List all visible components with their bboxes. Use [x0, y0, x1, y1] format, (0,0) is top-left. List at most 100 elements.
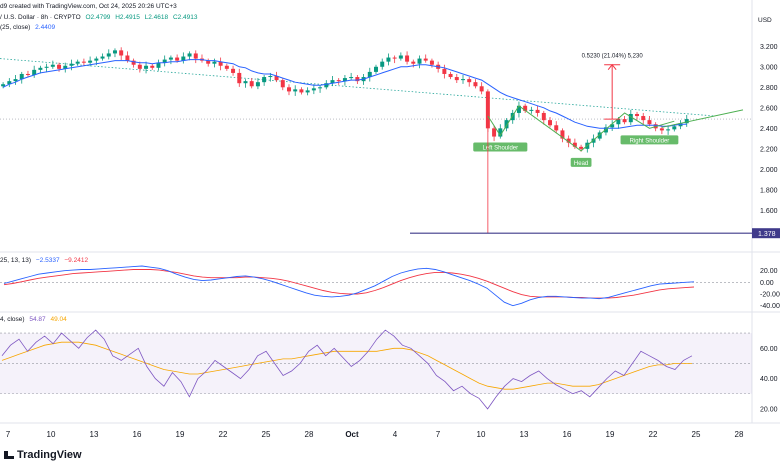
rsi-tick-label: 20.00 — [760, 406, 778, 413]
candle-body — [405, 55, 410, 62]
candle-body — [349, 77, 354, 79]
candle-body — [548, 120, 553, 126]
candle-body — [355, 77, 360, 82]
candle-body — [324, 83, 329, 88]
candle-body — [112, 50, 117, 54]
price-tick-label: 1.800 — [760, 187, 778, 194]
x-tick-label: 28 — [305, 430, 314, 439]
rsi-line — [1, 329, 693, 410]
candle-body — [106, 53, 111, 57]
candle-body — [150, 65, 155, 68]
price-tick-label: 3.200 — [760, 44, 778, 51]
candle-body — [181, 56, 186, 61]
candle-body — [641, 116, 646, 121]
candle-body — [318, 87, 323, 89]
candle-body — [175, 57, 180, 61]
price-tick-label: 1.600 — [760, 208, 778, 215]
candle-body — [535, 109, 540, 113]
ema-value: 2.4409 — [35, 24, 56, 31]
x-tick-label: 16 — [133, 430, 142, 439]
x-tick-label: 7 — [436, 430, 441, 439]
x-tick-label: 10 — [47, 430, 56, 439]
head-label-bg — [570, 157, 592, 167]
open-value: O2.4799 — [85, 14, 111, 21]
currency-label: USD — [758, 17, 772, 24]
credit-line: d9 created with TradingView.com, Oct 24,… — [0, 3, 177, 10]
candle-body — [647, 120, 652, 125]
candle-body — [479, 86, 484, 92]
candle-body — [374, 66, 378, 72]
rsi-tick-label: 60.00 — [760, 346, 778, 353]
candle-body — [461, 79, 465, 81]
price-tick-label: 2.800 — [760, 85, 778, 92]
candle-body — [342, 78, 347, 82]
candle-body — [1, 84, 6, 87]
candle-body — [119, 50, 124, 56]
candle-body — [44, 66, 49, 68]
candle-body — [193, 53, 198, 59]
macd-tick-label: 20.00 — [760, 268, 778, 275]
rsi-header: 4, close) 54.87 49.04 — [0, 316, 67, 324]
macd-tick-label: 0.00 — [760, 280, 774, 287]
target-label: 0.5230 (21.04%) 5,230 — [582, 54, 644, 60]
macd-value: −2.5337 — [35, 257, 60, 264]
candle-body — [168, 57, 173, 60]
left-shoulder-label-bg — [473, 142, 528, 152]
candle-body — [280, 80, 285, 88]
candle-body — [330, 80, 335, 84]
candle-body — [541, 112, 546, 121]
rsi-value: 54.87 — [29, 316, 46, 323]
candle-body — [392, 57, 397, 59]
x-tick-label: 25 — [262, 430, 271, 439]
candle-body — [231, 68, 236, 73]
candle-body — [386, 57, 391, 62]
hs-pattern-line — [487, 105, 675, 152]
candle-body — [218, 61, 223, 66]
candle-body — [38, 67, 43, 70]
candle-body — [299, 89, 304, 93]
support-price-label: 1.378 — [758, 231, 776, 238]
right-shoulder-label: Right Shoulder — [630, 138, 670, 144]
ohlc-line: / U.S. Dollar · 8h · CRYPTO O2.4799 H2.4… — [0, 14, 198, 22]
tradingview-logo-icon — [4, 451, 14, 459]
macd-line — [3, 265, 695, 307]
ema-label: (25, close) — [0, 24, 31, 31]
candle-body — [32, 69, 37, 75]
candle-body — [616, 119, 621, 125]
candle-body — [672, 126, 677, 130]
price-tick-label: 2.200 — [760, 146, 778, 153]
candle-body — [467, 79, 472, 83]
left-shoulder-label: Left Shoulder — [482, 146, 518, 152]
x-tick-label: 7 — [6, 430, 11, 439]
x-tick-label: 10 — [477, 430, 486, 439]
candle-body — [144, 65, 149, 69]
candle-body — [25, 73, 30, 75]
descending-trendline — [0, 58, 716, 117]
candle-body — [69, 63, 74, 66]
macd-signal-line — [3, 269, 695, 299]
candle-body — [19, 73, 24, 80]
support-price-tag — [752, 228, 780, 239]
rsi-ma-line — [1, 341, 692, 390]
candle-body — [529, 109, 534, 111]
candle-body — [423, 58, 428, 61]
candle-body — [504, 120, 509, 129]
candle-body — [659, 128, 664, 131]
candle-body — [255, 82, 260, 87]
candle-body — [81, 61, 86, 63]
candle-body — [485, 91, 490, 129]
x-tick-label: 4 — [393, 430, 398, 439]
candle-body — [125, 55, 130, 61]
x-tick-label: 13 — [90, 430, 99, 439]
candle-body — [162, 59, 167, 63]
candle-body — [622, 119, 627, 123]
candle-body — [367, 71, 372, 78]
candle-body — [417, 58, 422, 64]
candle-body — [579, 146, 584, 149]
candle-body — [243, 81, 248, 84]
x-tick-label: 25 — [692, 430, 701, 439]
candle-body — [13, 79, 18, 82]
candle-body — [666, 129, 671, 131]
candle-body — [498, 128, 503, 137]
